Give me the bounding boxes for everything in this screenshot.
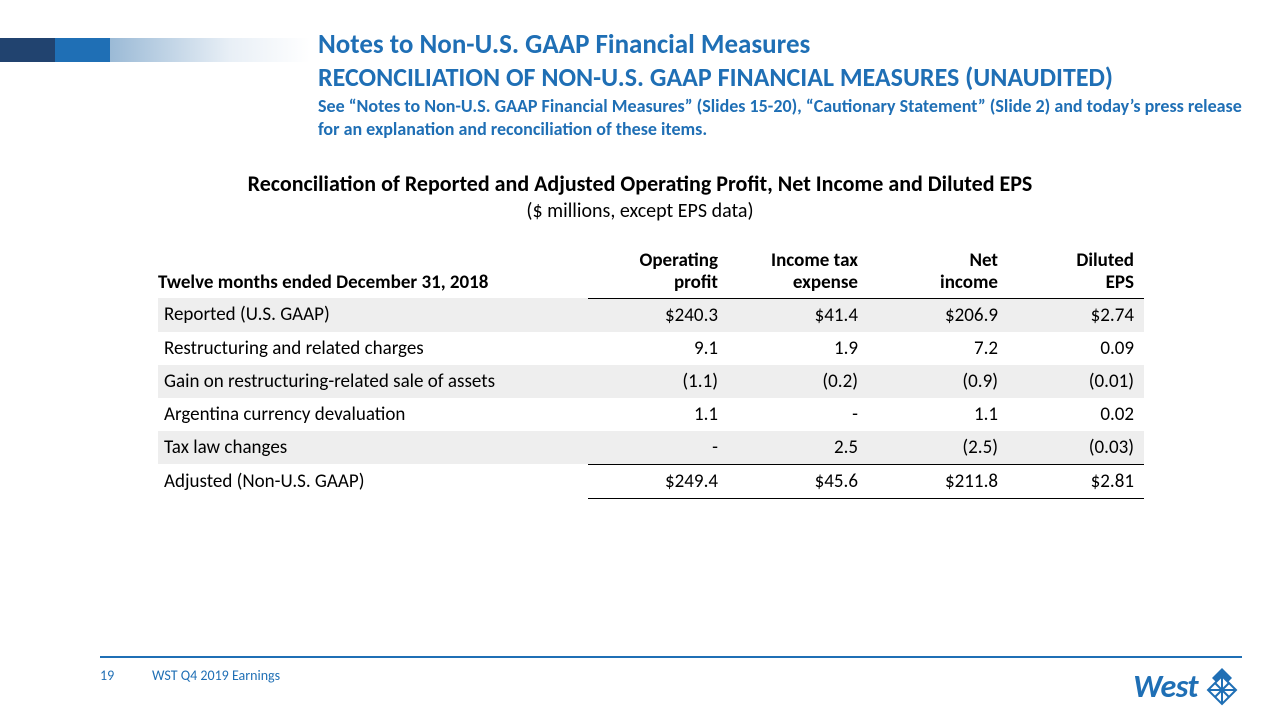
cell-value: (2.5) xyxy=(868,431,1008,465)
table-row: Tax law changes-2.5(2.5)(0.03) xyxy=(158,431,1144,465)
slide-note: See “Notes to Non-U.S. GAAP Financial Me… xyxy=(318,95,1260,140)
period-label: Twelve months ended December 31, 2018 xyxy=(158,248,588,298)
table-row: Reported (U.S. GAAP)$240.3$41.4$206.9$2.… xyxy=(158,298,1144,332)
table-total-row: Adjusted (Non-U.S. GAAP)$249.4$45.6$211.… xyxy=(158,464,1144,498)
footer-rule xyxy=(100,656,1242,658)
cell-value: (0.2) xyxy=(728,365,868,398)
cell-value: 2.5 xyxy=(728,431,868,465)
stripe-segment-blue xyxy=(55,38,110,62)
table-row: Gain on restructuring-related sale of as… xyxy=(158,365,1144,398)
company-logo: West xyxy=(1133,666,1242,706)
table-title-line1: Reconciliation of Reported and Adjusted … xyxy=(0,170,1280,197)
cell-value: (0.03) xyxy=(1008,431,1144,465)
cell-value: - xyxy=(588,431,728,465)
cell-value: $211.8 xyxy=(868,464,1008,498)
title-block: Notes to Non-U.S. GAAP Financial Measure… xyxy=(318,28,1260,140)
cell-value: 7.2 xyxy=(868,332,1008,365)
cell-value: 1.1 xyxy=(868,398,1008,431)
cell-value: (1.1) xyxy=(588,365,728,398)
cell-value: 0.09 xyxy=(1008,332,1144,365)
table-body: Reported (U.S. GAAP)$240.3$41.4$206.9$2.… xyxy=(158,298,1144,498)
row-label: Adjusted (Non-U.S. GAAP) xyxy=(158,464,588,498)
cell-value: $240.3 xyxy=(588,298,728,332)
footer-text: WST Q4 2019 Earnings xyxy=(152,667,280,684)
cell-value: $2.81 xyxy=(1008,464,1144,498)
cell-value: $41.4 xyxy=(728,298,868,332)
slide-title: Notes to Non-U.S. GAAP Financial Measure… xyxy=(318,28,1260,61)
reconciliation-table: Twelve months ended December 31, 2018 Op… xyxy=(158,248,1144,499)
cell-value: (0.01) xyxy=(1008,365,1144,398)
table-row: Argentina currency devaluation1.1-1.10.0… xyxy=(158,398,1144,431)
col-diluted-eps: DilutedEPS xyxy=(1008,248,1144,298)
row-label: Restructuring and related charges xyxy=(158,332,588,365)
header-stripe xyxy=(0,38,310,62)
row-label: Argentina currency devaluation xyxy=(158,398,588,431)
page-number: 19 xyxy=(100,667,114,684)
cell-value: $2.74 xyxy=(1008,298,1144,332)
cell-value: 0.02 xyxy=(1008,398,1144,431)
row-label: Gain on restructuring-related sale of as… xyxy=(158,365,588,398)
table-header-row: Twelve months ended December 31, 2018 Op… xyxy=(158,248,1144,298)
cell-value: 9.1 xyxy=(588,332,728,365)
col-net-income: Netincome xyxy=(868,248,1008,298)
row-label: Tax law changes xyxy=(158,431,588,465)
table-title-line2: ($ millions, except EPS data) xyxy=(0,199,1280,223)
logo-text: West xyxy=(1133,667,1198,706)
slide-subtitle: RECONCILIATION OF NON-U.S. GAAP FINANCIA… xyxy=(318,61,1260,93)
cell-value: 1.9 xyxy=(728,332,868,365)
table-title: Reconciliation of Reported and Adjusted … xyxy=(0,170,1280,223)
logo-diamond-icon xyxy=(1202,666,1242,706)
col-operating-profit: Operatingprofit xyxy=(588,248,728,298)
cell-value: $206.9 xyxy=(868,298,1008,332)
cell-value: 1.1 xyxy=(588,398,728,431)
stripe-segment-dark xyxy=(0,38,55,62)
cell-value: (0.9) xyxy=(868,365,1008,398)
table-header: Twelve months ended December 31, 2018 Op… xyxy=(158,248,1144,298)
row-label: Reported (U.S. GAAP) xyxy=(158,298,588,332)
cell-value: $45.6 xyxy=(728,464,868,498)
col-income-tax-expense: Income taxexpense xyxy=(728,248,868,298)
cell-value: $249.4 xyxy=(588,464,728,498)
cell-value: - xyxy=(728,398,868,431)
table-row: Restructuring and related charges9.11.97… xyxy=(158,332,1144,365)
stripe-segment-fade xyxy=(110,38,310,62)
